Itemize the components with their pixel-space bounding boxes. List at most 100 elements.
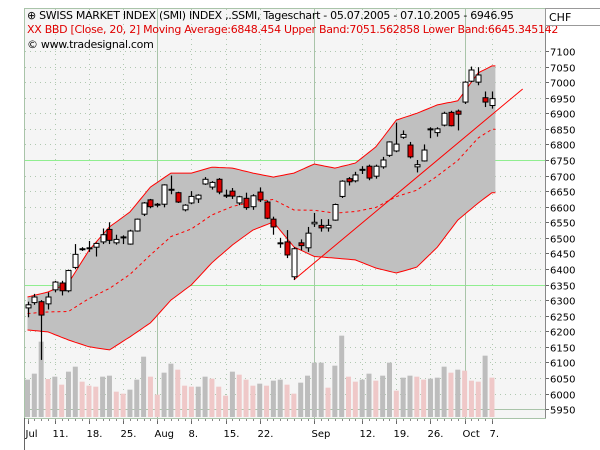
volume-bar: [134, 379, 140, 417]
x-tick-label: 25.: [121, 429, 137, 440]
y-tick-label: 6500: [550, 235, 575, 246]
x-tick-label: 19.: [394, 429, 410, 440]
volume-bar: [298, 382, 304, 417]
y-tick-label: 6350: [550, 282, 575, 293]
trendline[interactable]: [293, 88, 523, 281]
volume-bar: [462, 370, 468, 417]
y-tick-label: 6300: [550, 297, 575, 308]
volume-bar: [202, 376, 208, 417]
y-tick-label: 5950: [550, 406, 575, 417]
candle-down: [106, 228, 113, 241]
y-tick-label: 6200: [550, 328, 575, 339]
indicator-legend[interactable]: XX BBD [Close, 20, 2] Moving Average:684…: [27, 23, 558, 36]
candle-up: [31, 296, 38, 304]
candle-up: [311, 221, 318, 225]
candle-up: [65, 270, 72, 292]
candle-up: [352, 174, 359, 182]
volume-bar: [209, 378, 215, 417]
volume-bar: [65, 371, 71, 417]
candle-up: [45, 296, 52, 305]
volume-bar: [188, 386, 194, 417]
y-tick-label: 6950: [550, 95, 575, 106]
candle-down: [482, 97, 489, 103]
volume-bar: [38, 341, 44, 417]
candle-down: [147, 199, 154, 208]
candle-up: [400, 133, 407, 138]
volume-bar: [366, 373, 372, 417]
candle-up: [52, 281, 59, 291]
volume-bar: [243, 379, 249, 417]
volume-bar: [325, 387, 331, 417]
candle-up: [291, 248, 298, 278]
candle-up: [93, 242, 100, 248]
candle-up: [202, 178, 209, 185]
y-tick-label: 6250: [550, 313, 575, 324]
candle-down: [366, 165, 373, 179]
candle-up: [462, 81, 469, 103]
candles: [25, 66, 496, 360]
candle-down: [175, 192, 182, 203]
candle-up: [161, 184, 168, 205]
band-fill: [27, 65, 496, 350]
candle-up: [188, 195, 195, 204]
volume-bar: [120, 393, 126, 417]
volume-bar: [59, 384, 65, 417]
lower-band-line: [27, 192, 496, 351]
candle-up: [134, 218, 141, 232]
candle-up: [325, 224, 332, 229]
volume-bar: [236, 374, 242, 417]
volume-bar: [250, 385, 256, 417]
volume-bar: [311, 362, 317, 417]
y-tick-label: 6400: [550, 266, 575, 277]
volume-bar: [79, 381, 85, 417]
candle-up: [277, 242, 284, 245]
candle-down: [298, 242, 305, 247]
candle-up: [434, 128, 441, 134]
candle-down: [216, 178, 223, 193]
candle-up: [468, 69, 475, 82]
volume-bar: [52, 376, 58, 417]
x-tick-label: 22.: [258, 429, 274, 440]
volume-bar: [448, 372, 454, 417]
volume-bar: [455, 369, 461, 417]
volume-bar: [100, 376, 106, 417]
y-tick-label: 7000: [550, 79, 575, 90]
volume-bar: [489, 377, 495, 417]
candle-up: [373, 165, 380, 177]
candle-down: [318, 224, 325, 229]
candle-up: [25, 304, 32, 309]
volume-bar: [346, 376, 352, 417]
currency-label: CHF: [545, 8, 600, 26]
volume-bar: [154, 394, 160, 417]
volume-bar: [127, 389, 133, 417]
candle-up: [209, 181, 216, 188]
indicator-icon: XX: [27, 23, 42, 36]
y-tick-label: 6050: [550, 375, 575, 386]
y-tick-label: 6000: [550, 391, 575, 402]
candle-down: [407, 144, 414, 158]
volume-bar: [393, 390, 399, 417]
volume-bar: [229, 371, 235, 417]
volume-bars: [25, 335, 495, 417]
candle-up: [305, 232, 312, 249]
x-tick-label: Oct: [463, 429, 480, 440]
candle-up: [489, 98, 496, 106]
chart-title: ⊕ SWISS MARKET INDEX (SMI) INDEX ,.SSMI,…: [27, 9, 514, 22]
candle-down: [264, 201, 271, 219]
volume-bar: [352, 381, 358, 417]
volume-bar: [175, 369, 181, 417]
y-tick-label: 6650: [550, 188, 575, 199]
candle-up: [86, 247, 93, 250]
volume-bar: [277, 379, 283, 417]
volume-bar: [147, 376, 153, 417]
x-tick-label: Aug: [155, 429, 175, 440]
candle-up: [427, 128, 434, 131]
y-tick-label: 7100: [550, 48, 575, 59]
candle-up: [100, 234, 107, 243]
y-tick-label: 6100: [550, 359, 575, 370]
candle-up: [195, 194, 202, 200]
candle-down: [229, 190, 236, 197]
y-tick-label: 6850: [550, 126, 575, 137]
y-tick-label: 6800: [550, 141, 575, 152]
